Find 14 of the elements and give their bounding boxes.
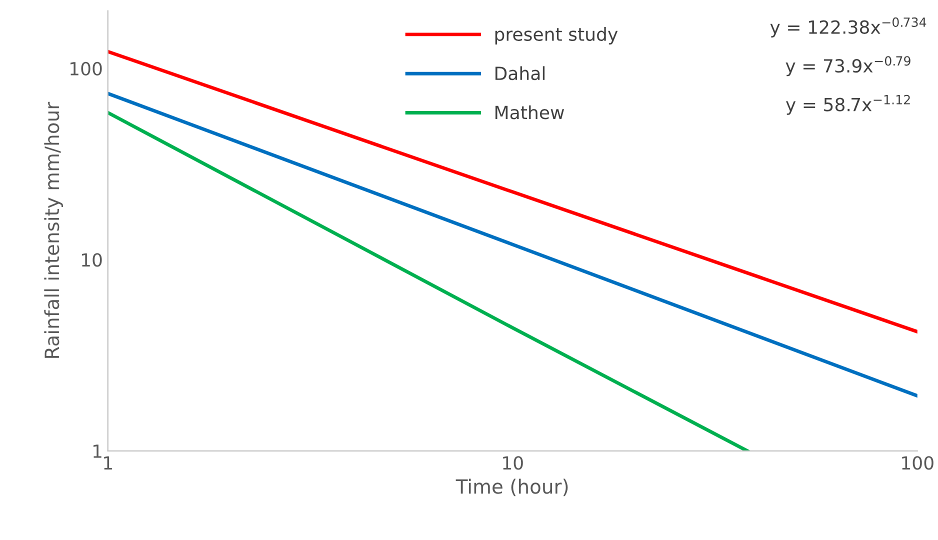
annotation: y = 73.9x$^{−0.79}$ <box>786 56 910 76</box>
x-tick-label: 10 <box>503 456 523 470</box>
x-axis-title: Time (hour) <box>456 478 568 496</box>
legend-label: Dahal <box>496 66 545 80</box>
y-axis-title: Rainfall intensity mm/hour <box>44 102 63 358</box>
y-tick-label: 1 <box>94 444 102 458</box>
x-tick-label: 1 <box>104 456 112 470</box>
annotation: y = 122.38x$^{−0.734}$ <box>770 17 926 38</box>
annotation: y = 58.7x$^{−1.12}$ <box>786 94 910 115</box>
legend-label: Mathew <box>496 105 564 120</box>
legend-label: present study <box>495 27 618 45</box>
y-tick-label: 10 <box>82 253 102 267</box>
x-tick-label: 100 <box>902 456 934 470</box>
y-tick-label: 100 <box>70 62 102 76</box>
